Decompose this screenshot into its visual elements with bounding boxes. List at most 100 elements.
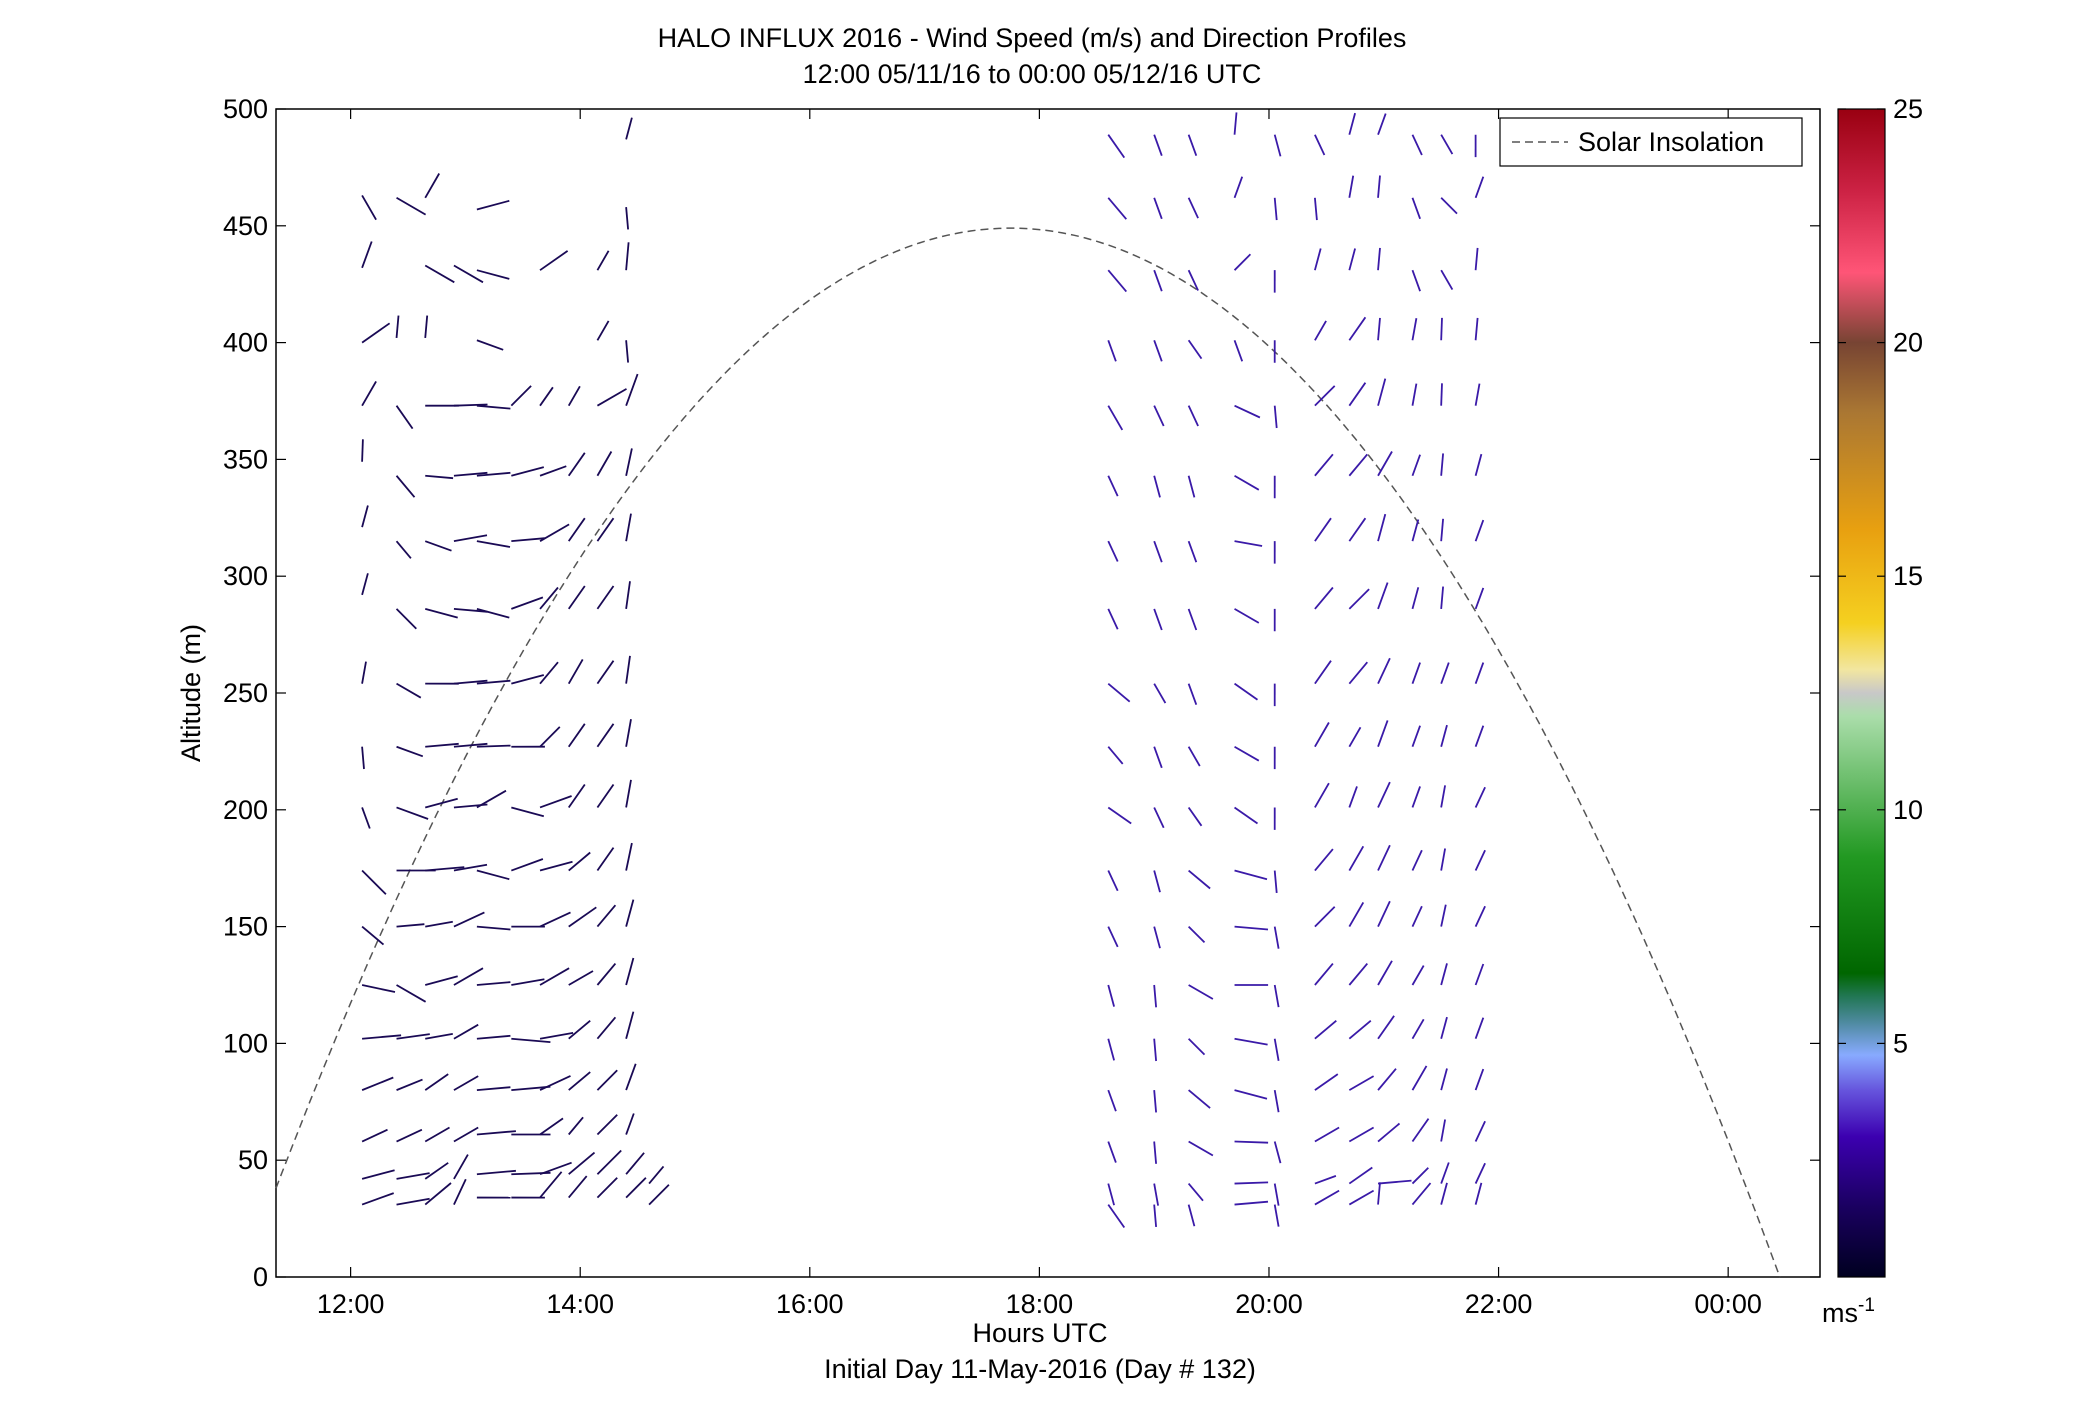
wind-barb xyxy=(1107,269,1127,293)
wind-barb xyxy=(395,608,417,630)
wind-barb xyxy=(453,471,488,477)
wind-barb xyxy=(396,806,429,820)
wind-barb xyxy=(511,466,545,477)
wind-barb xyxy=(539,967,570,986)
wind-barb xyxy=(395,540,412,559)
wind-barb xyxy=(1187,475,1196,498)
wind-barb xyxy=(1234,608,1260,624)
wind-barb xyxy=(476,339,504,351)
wind-barb xyxy=(625,513,632,542)
wind-barb xyxy=(1377,960,1393,986)
wind-barb xyxy=(1234,404,1261,419)
wind-barb xyxy=(1234,745,1260,762)
wind-barb xyxy=(1348,963,1368,986)
wind-barb xyxy=(1273,1204,1280,1227)
wind-barb xyxy=(361,1076,394,1091)
colorbar-tick-label: 20 xyxy=(1893,328,1923,358)
wind-barb xyxy=(596,451,613,477)
wind-barb xyxy=(476,744,511,748)
wind-barb xyxy=(395,405,414,430)
x-tick-label: 14:00 xyxy=(546,1289,614,1319)
wind-barb xyxy=(1440,518,1444,542)
wind-barb xyxy=(453,742,488,748)
wind-barb xyxy=(1107,806,1132,825)
wind-barb xyxy=(511,674,545,685)
wind-barb xyxy=(539,661,559,685)
wind-barb xyxy=(539,795,572,809)
wind-barb xyxy=(396,196,427,216)
wind-barb xyxy=(1440,963,1448,986)
wind-barb xyxy=(1314,248,1322,271)
wind-barb xyxy=(1107,475,1119,497)
wind-barb xyxy=(1474,905,1486,927)
x-tick-label: 20:00 xyxy=(1235,1289,1303,1319)
wind-barb xyxy=(1411,786,1421,808)
wind-barb xyxy=(1377,247,1381,271)
wind-barb xyxy=(511,537,545,543)
wind-barb xyxy=(1314,782,1330,808)
y-tick-label: 50 xyxy=(238,1145,268,1175)
wind-barb xyxy=(1411,197,1421,220)
wind-barb xyxy=(1153,134,1163,157)
wind-barb xyxy=(1153,608,1163,631)
wind-barb xyxy=(361,925,385,946)
wind-barb xyxy=(539,523,570,542)
wind-barb xyxy=(1474,963,1485,986)
colorbar-tick-label: 15 xyxy=(1893,561,1923,591)
wind-barb xyxy=(1153,746,1163,769)
wind-barb xyxy=(476,1169,516,1176)
wind-barb xyxy=(625,373,639,406)
wind-barb xyxy=(1187,540,1198,563)
wind-barb xyxy=(425,742,459,748)
wind-barb xyxy=(396,1172,430,1180)
wind-barb xyxy=(1107,1183,1115,1206)
x-tick-label: 00:00 xyxy=(1694,1289,1762,1319)
x-tick-label: 18:00 xyxy=(1006,1289,1074,1319)
wind-barb xyxy=(1411,1018,1425,1040)
wind-barb xyxy=(511,596,544,610)
wind-barb xyxy=(625,448,633,476)
wind-barb xyxy=(1440,269,1454,291)
wind-barb xyxy=(361,807,371,829)
wind-barb xyxy=(648,1165,665,1185)
wind-barb xyxy=(425,920,453,928)
wind-barb xyxy=(424,1073,449,1091)
wind-barb xyxy=(1153,339,1163,362)
wind-barb xyxy=(1188,1089,1211,1109)
wind-barb xyxy=(1411,519,1420,542)
wind-barb xyxy=(1411,965,1425,986)
y-tick-labels: 0 50 100 150 200 250 300 350 400 450 500 xyxy=(223,94,268,1292)
wind-barb xyxy=(1314,385,1336,407)
wind-barb xyxy=(625,899,635,927)
y-tick-label: 200 xyxy=(223,795,268,825)
y-tick-label: 350 xyxy=(223,444,268,474)
chart-subtitle: 12:00 05/11/16 to 00:00 05/12/16 UTC xyxy=(803,59,1262,89)
wind-barb xyxy=(1474,1120,1486,1142)
wind-barb xyxy=(1187,269,1199,291)
wind-barb xyxy=(476,471,511,477)
wind-barb xyxy=(1153,683,1167,704)
wind-barb xyxy=(625,1152,645,1175)
wind-barb xyxy=(396,1197,430,1206)
wind-barb xyxy=(1234,806,1259,825)
x-tick-label: 16:00 xyxy=(776,1289,844,1319)
wind-barb xyxy=(1314,1020,1337,1040)
wind-barb xyxy=(1107,870,1119,892)
wind-barb xyxy=(424,315,429,339)
wind-barb xyxy=(568,1116,584,1136)
wind-barb xyxy=(625,1177,647,1199)
wind-barb xyxy=(596,904,617,928)
wind-barb xyxy=(1377,378,1387,406)
wind-barb xyxy=(1377,175,1381,198)
wind-barb xyxy=(1153,540,1163,563)
y-tick-label: 100 xyxy=(223,1028,268,1058)
wind-barb xyxy=(1314,320,1327,341)
wind-barb xyxy=(1314,660,1332,685)
wind-barb xyxy=(1348,901,1365,928)
wind-barb xyxy=(476,540,511,548)
wind-barb xyxy=(476,404,511,410)
wind-barb xyxy=(1377,720,1389,748)
wind-barb xyxy=(539,586,559,610)
wind-barb xyxy=(511,1037,551,1043)
wind-barb xyxy=(1233,176,1244,199)
